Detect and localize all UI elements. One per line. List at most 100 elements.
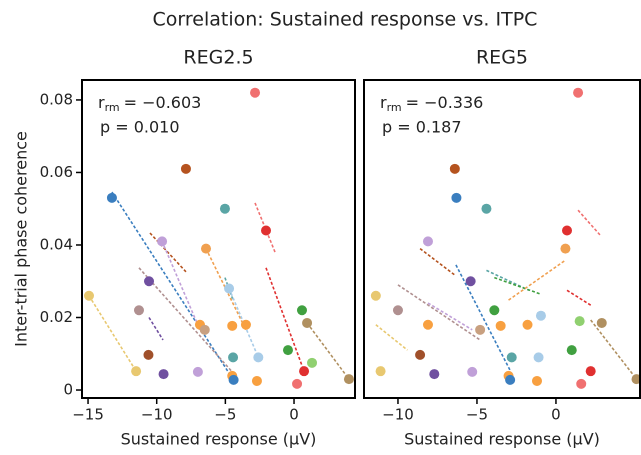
point [531,375,542,386]
x-tick-label: −5 [214,406,236,424]
point [562,225,573,236]
point [251,375,262,386]
point [302,317,313,328]
panel-title: REG2.5 [183,47,253,69]
x-tick-label: −5 [466,406,488,424]
point [133,305,144,316]
fit-line [455,264,511,371]
point [481,203,492,214]
point [299,366,310,377]
point [429,369,440,380]
fit-line [397,284,481,341]
point [495,320,506,331]
y-tick-label: 0 [63,381,73,399]
point [573,87,584,98]
fit-line [427,302,473,331]
point [131,366,142,377]
point [370,290,381,301]
fit-line [161,241,201,331]
fit-line [88,295,137,372]
x-tick-label: −10 [382,406,414,424]
fit-line [149,232,187,273]
point [296,305,307,316]
point [522,319,533,330]
point [343,374,354,385]
point [475,324,486,335]
point [535,310,546,321]
point [84,290,95,301]
x-tick-label: −15 [72,406,104,424]
point [143,349,154,360]
point [250,87,261,98]
point [576,378,587,389]
point [422,319,433,330]
point [292,378,303,389]
y-tick-label: 0.06 [40,163,73,181]
point [451,192,462,203]
x-axis-label: Sustained response (μV) [404,430,600,449]
annotation-r: rrm = −0.603 [98,93,201,115]
fit-line [265,267,305,372]
fit-line [138,267,233,373]
point [228,374,239,385]
point [585,366,596,377]
point [631,374,641,385]
point [219,203,230,214]
point [596,317,607,328]
point [505,374,516,385]
panel-title: REG5 [476,47,528,69]
point [422,236,433,247]
point [227,320,238,331]
fit-line [577,209,601,236]
point [106,192,117,203]
point [415,349,426,360]
point [224,283,235,294]
point [307,357,318,368]
fit-line [508,259,566,301]
point [228,352,239,363]
point [467,366,478,377]
fit-line [590,319,638,380]
point [261,225,272,236]
annotation-r: rrm = −0.336 [380,93,483,115]
point [465,276,476,287]
fit-line [494,276,541,295]
fit-line [566,289,592,306]
point [144,276,155,287]
x-axis-label: Sustained response (μV) [121,430,317,449]
plot-frame [363,79,641,399]
fit-line [111,191,233,379]
y-tick-label: 0.08 [40,90,73,108]
point [199,324,210,335]
point [253,352,264,363]
point [560,243,571,254]
annotation-p: p = 0.010 [100,118,180,137]
x-tick-label: 0 [551,406,561,424]
point [533,352,544,363]
figure-title: Correlation: Sustained response vs. ITPC [153,9,538,31]
fit-line [486,269,530,292]
plot-frame [81,79,356,399]
annotation-p: p = 0.187 [382,118,462,137]
fit-line [148,317,164,341]
y-axis-label: Inter-trial phase coherence [12,131,31,347]
point [282,345,293,356]
x-tick-label: −10 [141,406,173,424]
fit-line [306,322,350,380]
point [449,163,460,174]
point [506,352,517,363]
point [201,243,212,254]
fit-line [375,324,408,351]
point [566,345,577,356]
point [489,305,500,316]
y-tick-label: 0.02 [40,308,73,326]
x-tick-label: 0 [289,406,299,424]
fit-line [419,247,456,276]
point [192,366,203,377]
point [180,163,191,174]
y-tick-label: 0.04 [40,235,73,253]
point [240,319,251,330]
point [392,305,403,316]
point [375,366,386,377]
